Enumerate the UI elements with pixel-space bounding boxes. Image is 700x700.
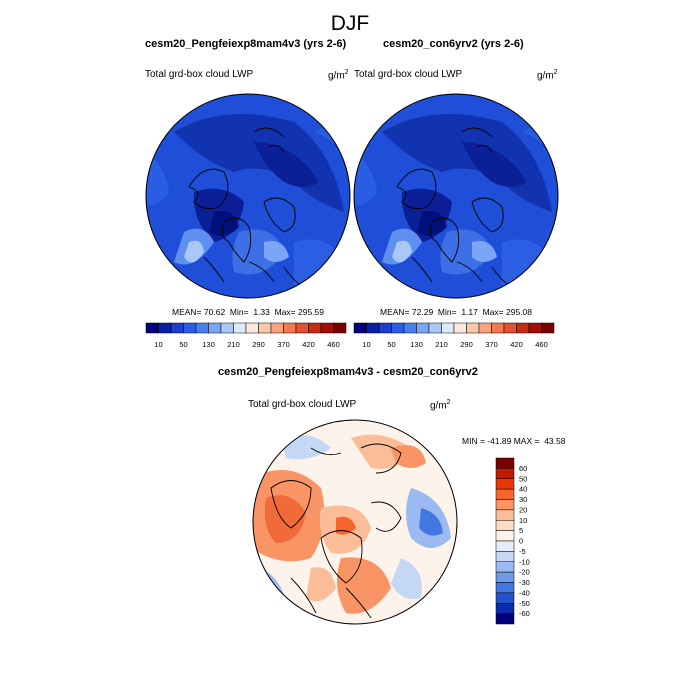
colorbar-tick-label: 460 xyxy=(327,340,340,349)
colorbar-tick-label: 290 xyxy=(252,340,265,349)
colorbar-swatch xyxy=(158,322,172,334)
colorbar-swatch xyxy=(233,322,247,334)
colorbar-tick-label: 130 xyxy=(202,340,215,349)
colorbar-swatch xyxy=(195,322,209,334)
diff-colorbar-swatch xyxy=(495,582,515,594)
colorbar-tick-label: 130 xyxy=(410,340,423,349)
panel1-colorbar: 10 50 130 210 290 370 420 460 xyxy=(145,322,347,349)
diff-colorbar-swatch xyxy=(495,603,515,614)
diff-colorbar-swatch xyxy=(495,530,515,542)
diff-colorbar-tick-label: 50 xyxy=(519,474,527,483)
colorbar-tick-label: 10 xyxy=(362,340,370,349)
colorbar-swatch xyxy=(453,322,467,334)
diff-colorbar-swatch xyxy=(495,478,515,490)
colorbar-tick-label: 370 xyxy=(485,340,498,349)
colorbar-swatch xyxy=(478,322,492,334)
figure-title: DJF xyxy=(330,12,370,35)
diff-colorbar-tick-label: 0 xyxy=(519,537,523,546)
colorbar-swatch xyxy=(220,322,234,334)
diff-colorbar-swatch xyxy=(495,457,515,469)
colorbar-swatch xyxy=(491,322,505,334)
diff-colorbar-swatch xyxy=(495,613,515,625)
panel2-case-title: cesm20_con6yrv2 (yrs 2-6) xyxy=(383,38,524,50)
colorbar-tick-label: 10 xyxy=(154,340,162,349)
colorbar-swatch xyxy=(283,322,297,334)
panel1-variable-label: Total grd-box cloud LWP xyxy=(145,69,254,80)
colorbar-swatch xyxy=(308,322,322,334)
colorbar-swatch xyxy=(403,322,417,334)
diff-colorbar-tick-label: -30 xyxy=(519,578,530,587)
colorbar-swatch xyxy=(366,322,380,334)
panel2-polar-map xyxy=(353,93,559,299)
diff-polar-map xyxy=(252,419,458,625)
diff-colorbar-tick-label: 5 xyxy=(519,526,523,535)
colorbar-tick-label: 370 xyxy=(277,340,290,349)
colorbar-tick-label: 290 xyxy=(460,340,473,349)
colorbar-tick-label: 50 xyxy=(179,340,187,349)
diff-colorbar-tick-label: -20 xyxy=(519,568,530,577)
panel1-polar-map xyxy=(145,93,351,299)
diff-colorbar-swatch xyxy=(495,499,515,511)
colorbar-swatch xyxy=(428,322,442,334)
colorbar-swatch xyxy=(333,322,347,334)
diff-colorbar-tick-label: 60 xyxy=(519,464,527,473)
diff-colorbar-tick-label: -10 xyxy=(519,557,530,566)
diff-colorbar-tick-label: -60 xyxy=(519,609,530,618)
colorbar-swatch xyxy=(353,322,367,334)
panel1-stats: MEAN= 70.62 Min= 1.33 Max= 295.59 xyxy=(172,307,325,317)
diff-colorbar-swatch xyxy=(495,520,515,531)
colorbar-swatch xyxy=(270,322,284,334)
colorbar-swatch xyxy=(416,322,430,334)
panel2-variable-label: Total grd-box cloud LWP xyxy=(354,69,463,80)
colorbar-swatch xyxy=(258,322,272,334)
panel2-stats: MEAN= 72.29 Min= 1.17 Max= 295.08 xyxy=(380,307,533,317)
diff-colorbar-tick-label: -40 xyxy=(519,588,530,597)
diff-colorbar-swatch xyxy=(495,551,515,562)
panel2-units: g/m2 xyxy=(537,69,558,82)
diff-colorbar-swatch xyxy=(495,592,515,604)
diff-panel-title: cesm20_Pengfeiexp8mam4v3 - cesm20_con6yr… xyxy=(218,366,478,378)
diff-colorbar-swatch xyxy=(495,468,515,479)
colorbar-swatch xyxy=(170,322,184,334)
colorbar-swatch xyxy=(441,322,455,334)
diff-colorbar-swatch xyxy=(495,488,515,500)
diff-variable-label: Total grd-box cloud LWP xyxy=(248,399,357,410)
colorbar-swatch xyxy=(145,322,159,334)
colorbar-swatch xyxy=(528,322,542,334)
diff-colorbar-swatch xyxy=(495,540,515,552)
colorbar-swatch xyxy=(516,322,530,334)
diff-colorbar-tick-label: -50 xyxy=(519,599,530,608)
colorbar-swatch xyxy=(391,322,405,334)
colorbar-swatch xyxy=(466,322,480,334)
diff-colorbar-tick-label: 10 xyxy=(519,516,527,525)
colorbar-tick-label: 420 xyxy=(302,340,315,349)
diff-colorbar-tick-label: -5 xyxy=(519,547,526,556)
diff-colorbar-swatch xyxy=(495,509,515,521)
diff-colorbar-tick-label: 20 xyxy=(519,505,527,514)
colorbar-swatch xyxy=(541,322,555,334)
diff-colorbar-tick-label: 40 xyxy=(519,485,527,494)
colorbar-swatch xyxy=(183,322,197,334)
colorbar-swatch xyxy=(320,322,334,334)
colorbar-tick-label: 420 xyxy=(510,340,523,349)
diff-colorbar-swatch xyxy=(495,561,515,573)
colorbar-swatch xyxy=(378,322,392,334)
colorbar-tick-label: 50 xyxy=(387,340,395,349)
panel1-units: g/m2 xyxy=(328,69,349,82)
panel1-case-title: cesm20_Pengfeiexp8mam4v3 (yrs 2-6) xyxy=(145,38,347,50)
colorbar-swatch xyxy=(503,322,517,334)
panel2-colorbar: 10 50 130 210 290 370 420 460 xyxy=(353,322,555,349)
colorbar-tick-label: 210 xyxy=(227,340,240,349)
diff-units: g/m2 xyxy=(430,399,451,412)
diff-colorbar-tick-label: 30 xyxy=(519,495,527,504)
colorbar-swatch xyxy=(208,322,222,334)
diff-colorbar-swatch xyxy=(495,571,515,583)
colorbar-swatch xyxy=(295,322,309,334)
colorbar-tick-label: 460 xyxy=(535,340,548,349)
colorbar-swatch xyxy=(245,322,259,334)
colorbar-tick-label: 210 xyxy=(435,340,448,349)
diff-range-text: MIN = -41.89 MAX = 43.58 xyxy=(462,436,566,446)
